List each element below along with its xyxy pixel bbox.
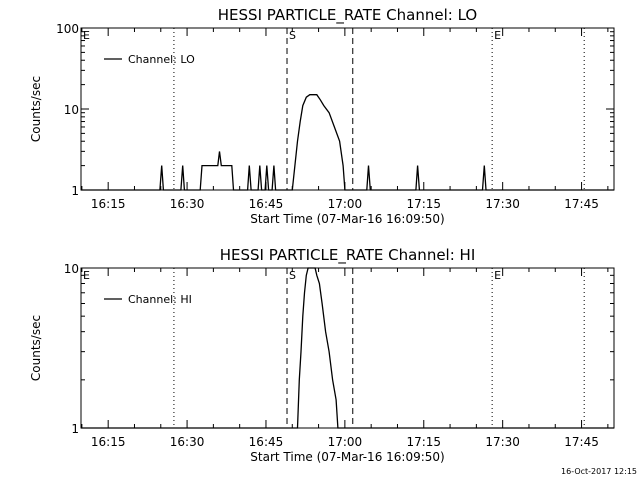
marker-label: E (494, 29, 501, 42)
x-tick-label: 17:00 (328, 435, 363, 449)
chart-title: HESSI PARTICLE_RATE Channel: LO (218, 6, 477, 25)
marker-label: E (83, 29, 90, 42)
plot-timestamp: 16-Oct-2017 12:15 (561, 467, 637, 476)
x-tick-label: 16:30 (170, 197, 205, 211)
x-tick-label: 17:30 (485, 435, 520, 449)
chart-panel-0: HESSI PARTICLE_RATE Channel: LO 1 10 100 16:… (29, 6, 615, 226)
y-tick-label: 1 (71, 422, 79, 436)
x-tick-label: 17:45 (564, 435, 599, 449)
x-axis-label: Start Time (07-Mar-16 16:09:50) (250, 212, 444, 226)
x-tick-label: 17:15 (406, 197, 441, 211)
marker-label: E (494, 269, 501, 282)
series-line (81, 267, 614, 429)
y-tick-label: 10 (64, 262, 79, 276)
x-tick-label: 16:45 (249, 197, 284, 211)
x-tick-label: 17:30 (485, 197, 520, 211)
chart-title: HESSI PARTICLE_RATE Channel: HI (220, 246, 476, 265)
y-axis-label: Counts/sec (29, 76, 43, 142)
y-tick-label: 100 (56, 22, 79, 36)
x-tick-label: 16:15 (91, 197, 126, 211)
marker-label: S (289, 29, 296, 42)
x-tick-label: 16:30 (170, 435, 205, 449)
series-line (81, 94, 614, 191)
x-tick-label: 16:15 (91, 435, 126, 449)
x-tick-label: 16:45 (249, 435, 284, 449)
y-axis-label: Counts/sec (29, 315, 43, 381)
chart-panel-1: HESSI PARTICLE_RATE Channel: HI 1 10 16:15 1… (29, 246, 615, 464)
legend-label: Channel: HI (128, 293, 192, 306)
x-tick-label: 17:00 (328, 197, 363, 211)
y-tick-label: 10 (64, 103, 79, 117)
x-tick-label: 17:15 (406, 435, 441, 449)
legend-label: Channel: LO (128, 53, 195, 66)
marker-label: S (289, 269, 296, 282)
x-tick-label: 17:45 (564, 197, 599, 211)
marker-label: E (83, 269, 90, 282)
y-tick-label: 1 (71, 184, 79, 198)
x-axis-label: Start Time (07-Mar-16 16:09:50) (250, 450, 444, 464)
plot-frame (80, 267, 615, 429)
